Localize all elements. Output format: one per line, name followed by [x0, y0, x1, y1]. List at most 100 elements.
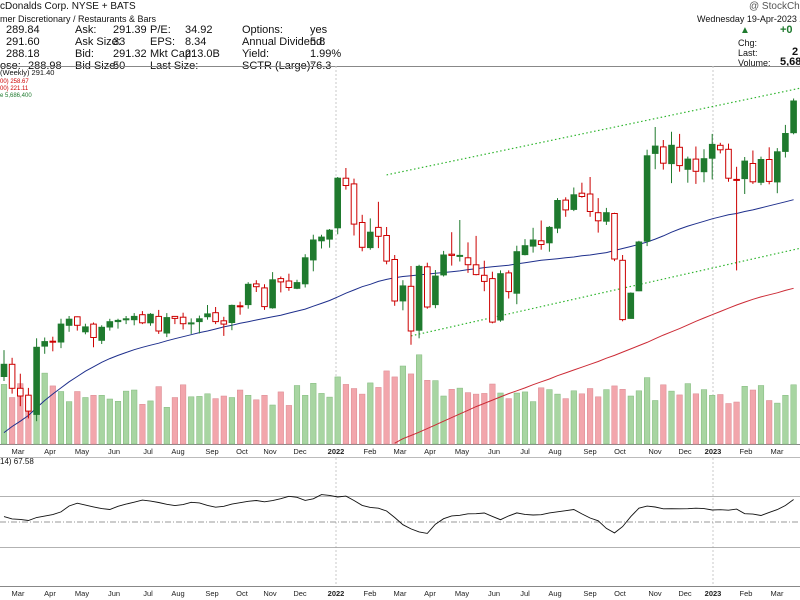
volume-bar: [578, 393, 585, 445]
last-label: Last:: [738, 48, 758, 58]
x-tick-label: 2023: [705, 447, 722, 456]
volume-bar: [766, 400, 773, 445]
legend-price: (Weekly) 291.40: [0, 68, 54, 77]
candle-body: [261, 287, 268, 308]
volume-bar: [660, 384, 667, 445]
x-tick-label: Oct: [614, 589, 627, 598]
quote-value: 1.99%: [310, 48, 342, 60]
candle-body: [521, 245, 529, 256]
quote-value: 33: [113, 36, 126, 48]
candle-body: [310, 239, 317, 261]
candle-body: [456, 254, 464, 257]
x-tick-label: Oct: [236, 447, 249, 456]
x-tick-label: Feb: [740, 447, 753, 456]
volume-bar: [538, 387, 545, 445]
candle-body: [269, 279, 276, 309]
x-tick-label: Dec: [678, 589, 692, 598]
volume-bar: [416, 354, 423, 445]
volume-bar: [554, 393, 561, 445]
candle-body: [660, 146, 667, 164]
candle-body: [196, 318, 203, 323]
x-tick-label: 2022: [328, 589, 345, 598]
quote-value: 5.8: [310, 36, 326, 48]
volume-bar: [318, 393, 325, 445]
volume-bar: [741, 386, 748, 445]
volume-bar: [41, 372, 48, 445]
candle-body: [8, 363, 16, 389]
candle-body: [17, 387, 24, 397]
candle-body: [25, 394, 32, 412]
candle-body: [619, 259, 626, 321]
legend-ma-slow: 00) 221.11: [0, 86, 29, 92]
volume-bar: [757, 385, 765, 445]
volume-bar: [359, 393, 366, 445]
volume-bar: [0, 384, 8, 445]
volume-bar: [98, 395, 105, 445]
candle-body: [497, 273, 504, 321]
x-tick-label: Dec: [293, 589, 307, 598]
volume-bar: [245, 395, 252, 445]
candle-body: [643, 155, 651, 242]
volume-bar: [375, 387, 382, 445]
candle-body: [253, 283, 260, 288]
x-tick-label: Apr: [424, 589, 436, 598]
volume-bar: [147, 400, 154, 445]
x-tick-label: Dec: [678, 447, 692, 456]
x-tick-label: Apr: [424, 447, 436, 456]
volume-bar: [464, 392, 472, 445]
volume-bar: [334, 376, 341, 445]
ma-slow-line: [394, 287, 794, 444]
candle-body: [717, 144, 724, 151]
candle-body: [326, 229, 333, 240]
candle-body: [529, 239, 537, 247]
candle-body: [415, 265, 423, 331]
x-tick-label: Feb: [364, 589, 377, 598]
volume-bar: [269, 404, 276, 445]
volume-bar: [188, 396, 195, 445]
candle-body: [684, 158, 692, 170]
volume-bar: [749, 389, 756, 445]
candle-body: [49, 340, 57, 343]
candle-body: [774, 151, 781, 183]
volume-bar: [285, 405, 292, 445]
volume-bar: [562, 398, 569, 445]
candle-body: [399, 285, 407, 302]
volume-bar: [49, 385, 56, 445]
x-tick-label: Feb: [740, 589, 753, 598]
x-tick-label: Mar: [394, 447, 407, 456]
volume-bar: [163, 407, 170, 445]
quote-value: 289.84: [6, 24, 40, 36]
candle-body: [106, 321, 114, 328]
candle-body: [212, 312, 219, 323]
candle-body: [236, 305, 244, 308]
candle-body: [586, 193, 594, 212]
x-tick-label: Jul: [143, 447, 153, 456]
volume-bar: [546, 389, 553, 445]
candle-body: [277, 278, 285, 283]
quote-key: P/E:: [150, 24, 171, 36]
x-tick-label: Sep: [205, 447, 218, 456]
change-arrow-icon: ▲: [740, 25, 750, 36]
chart-subtitle: mer Discretionary / Restaurants & Bars: [0, 14, 157, 24]
x-tick-label: Nov: [648, 447, 662, 456]
candle-body: [611, 213, 618, 260]
candle-body: [546, 226, 553, 244]
candle-body: [757, 159, 765, 183]
quote-value: yes: [310, 24, 328, 36]
channel-upper-line: [386, 87, 800, 176]
volume-bar: [342, 384, 349, 445]
quote-value: 291.60: [6, 36, 40, 48]
volume-bar: [424, 380, 431, 445]
legend-ma-fast: 00) 258.67: [0, 79, 29, 85]
volume-bar: [123, 390, 130, 445]
volume-bar: [595, 396, 602, 445]
candle-body: [383, 235, 390, 262]
volume-bar: [456, 387, 463, 445]
volume-bar: [212, 398, 219, 445]
x-tick-label: Aug: [171, 589, 184, 598]
candle-body: [407, 285, 415, 332]
ma-fast-line: [3, 199, 794, 433]
candle-body: [350, 183, 358, 225]
candle-body: [505, 272, 512, 293]
volume-bar: [139, 404, 146, 445]
